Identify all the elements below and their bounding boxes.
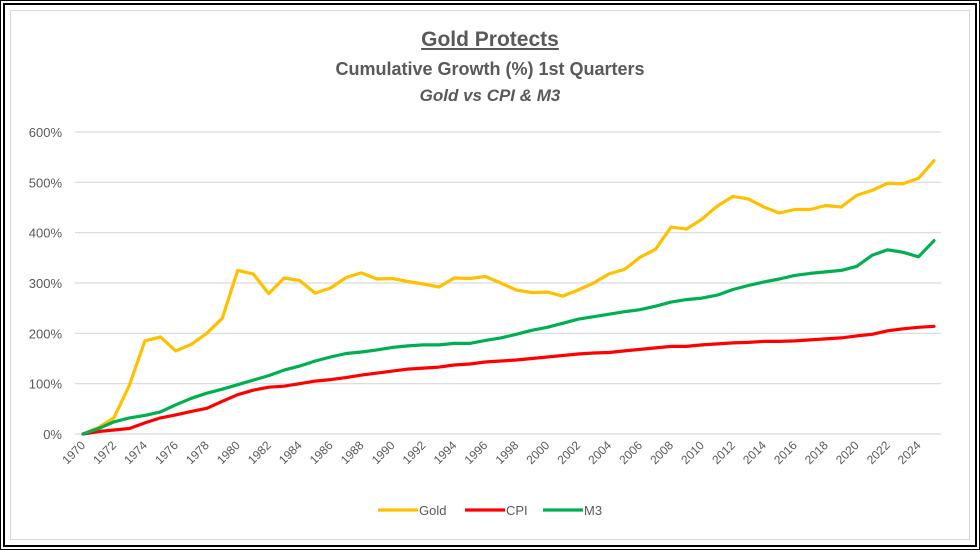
x-tick-label: 2024: [895, 438, 924, 467]
x-tick-label: 2004: [585, 438, 614, 467]
y-tick-label: 400%: [29, 226, 63, 241]
y-tick-label: 300%: [29, 276, 63, 291]
legend-label-gold: Gold: [419, 503, 446, 518]
x-tick-label: 1986: [307, 438, 336, 467]
x-tick-label: 2008: [647, 438, 676, 467]
chart-subtitle-2: Gold vs CPI & M3: [419, 86, 561, 105]
x-tick-label: 1978: [183, 438, 212, 467]
x-tick-label: 2022: [864, 438, 893, 467]
series-line-cpi: [81, 324, 936, 436]
legend-label-cpi: CPI: [506, 503, 528, 518]
x-tick-label: 2010: [678, 438, 707, 467]
x-tick-label: 1982: [245, 438, 274, 467]
chart-title: Gold Protects: [421, 28, 559, 51]
x-tick-label: 1974: [121, 438, 150, 467]
x-tick-label: 1980: [214, 438, 243, 467]
x-tick-label: 1976: [152, 438, 181, 467]
series-line-m3: [81, 239, 936, 436]
series-lines: [81, 159, 936, 436]
x-tick-label: 2016: [771, 438, 800, 467]
x-tick-label: 2020: [833, 438, 862, 467]
y-tick-label: 100%: [29, 377, 63, 392]
chart-area-border: [10, 10, 970, 540]
x-tick-label: 1996: [462, 438, 491, 467]
series-line-gold: [81, 159, 936, 436]
y-tick-label: 0%: [43, 427, 62, 442]
x-tick-label: 1972: [90, 438, 119, 467]
x-tick-label: 1992: [400, 438, 429, 467]
chart-subtitle: Cumulative Growth (%) 1st Quarters: [335, 59, 645, 79]
x-tick-label: 1998: [493, 438, 522, 467]
x-tick-label: 1990: [369, 438, 398, 467]
inner-frame: [3, 3, 977, 547]
y-tick-label: 200%: [29, 326, 63, 341]
x-tick-label: 2012: [709, 438, 738, 467]
x-tick-label: 1988: [338, 438, 367, 467]
y-axis-labels: 0% 100% 200% 300% 400% 500% 600%: [29, 125, 63, 442]
gridlines: [75, 131, 941, 435]
x-tick-label: 2018: [802, 438, 831, 467]
y-tick-label: 500%: [29, 175, 63, 190]
y-tick-label: 600%: [29, 125, 63, 140]
x-tick-label: 2000: [524, 438, 553, 467]
x-tick-label: 2002: [554, 438, 583, 467]
x-tick-label: 2014: [740, 438, 769, 467]
x-axis-labels: 1970 1972 1974 1976 1978 1980 1982 1984 1986 1988…: [59, 438, 924, 467]
x-tick-label: 1984: [276, 438, 305, 467]
x-tick-label: 1994: [431, 438, 460, 467]
x-tick-label: 2006: [616, 438, 645, 467]
x-tick-label: 1970: [59, 438, 88, 467]
legend: Gold CPI M3: [378, 503, 602, 518]
legend-label-m3: M3: [584, 503, 602, 518]
